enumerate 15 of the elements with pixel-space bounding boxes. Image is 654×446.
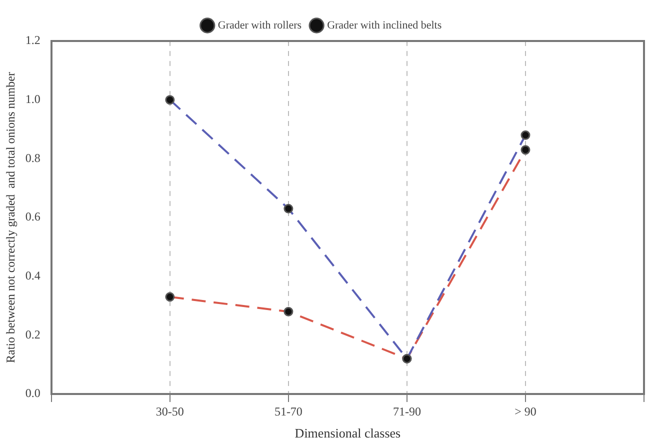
y-tick-label: 1.0: [25, 92, 40, 106]
x-tick-label: 51-70: [274, 404, 302, 418]
x-tick-label: > 90: [514, 404, 536, 418]
legend-label: Grader with inclined belts: [327, 19, 442, 32]
y-tick-label: 0.8: [25, 150, 40, 165]
legend-label: Grader with rollers: [218, 19, 302, 32]
y-axis-title: Ratio between not correctly graded and total onions number: [3, 72, 18, 363]
y-tick-label: 0.4: [25, 268, 40, 282]
x-tick-label: 30-50: [156, 404, 184, 418]
y-tick-label: 0.2: [25, 327, 40, 342]
x-tick-label: 71-90: [392, 404, 421, 418]
y-tick-label: 1.2: [25, 33, 40, 48]
y-tick-label: 0.0: [25, 386, 40, 400]
y-tick-label: 0.6: [25, 210, 40, 224]
x-axis-title: Dimensional classes: [294, 426, 401, 441]
